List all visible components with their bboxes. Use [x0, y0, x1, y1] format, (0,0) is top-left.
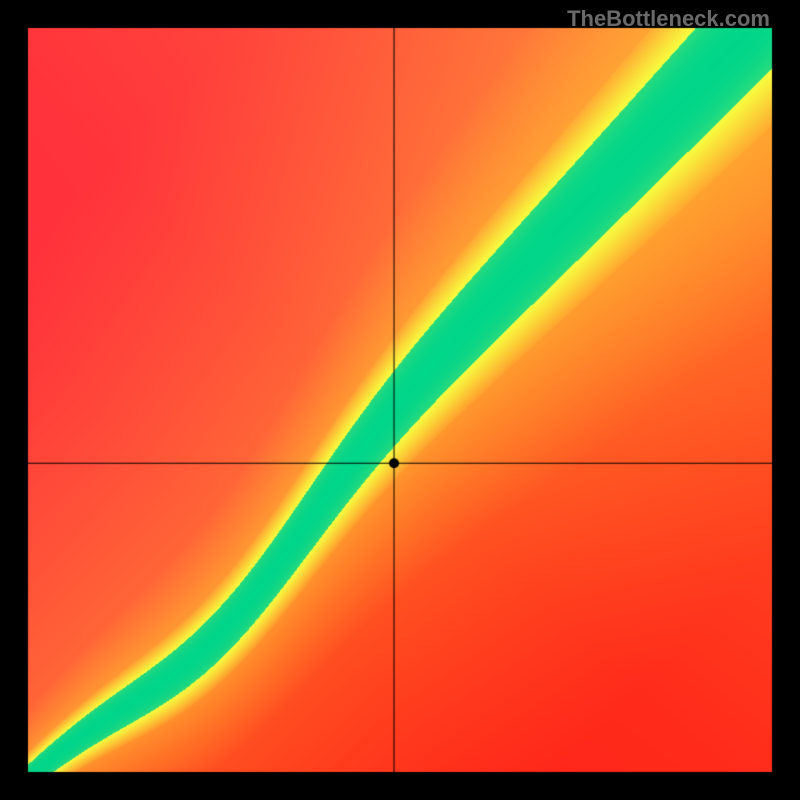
- chart-container: TheBottleneck.com: [0, 0, 800, 800]
- bottleneck-heatmap: [0, 0, 800, 800]
- watermark-text: TheBottleneck.com: [567, 6, 770, 32]
